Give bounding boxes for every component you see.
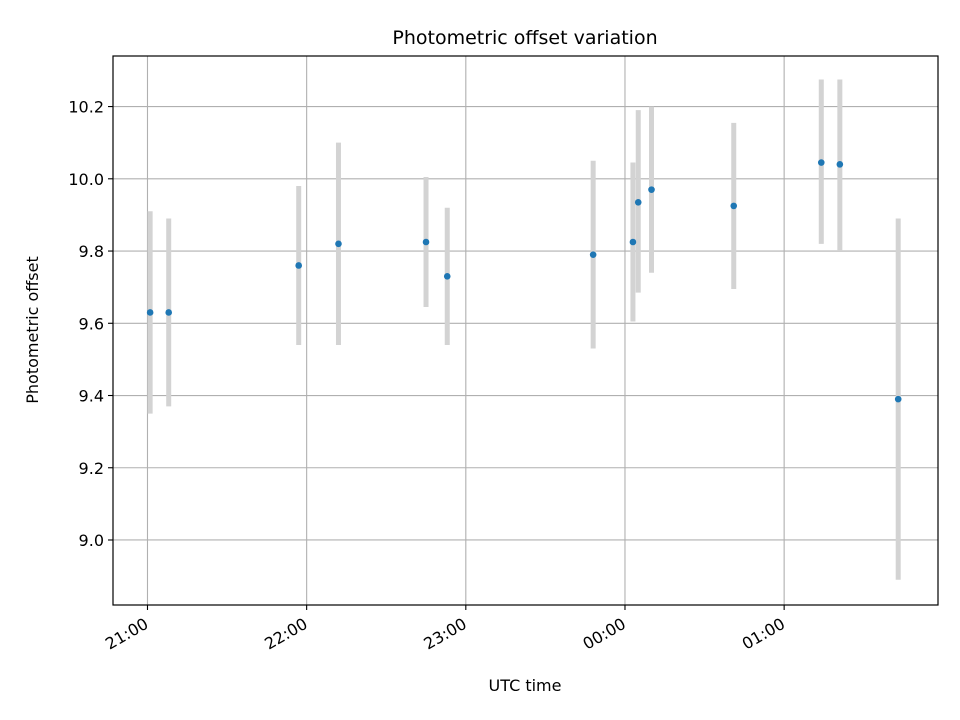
data-point: [634, 198, 642, 206]
data-point: [894, 395, 902, 403]
data-point: [443, 273, 451, 280]
data-point: [648, 186, 655, 193]
data-points: [146, 159, 902, 403]
data-point: [836, 161, 844, 168]
data-point: [335, 240, 342, 248]
y-tick-label: 9.8: [79, 242, 104, 261]
grid-lines: [113, 56, 938, 605]
y-tick-label: 9.0: [79, 531, 104, 550]
data-point: [165, 309, 173, 316]
data-point: [589, 251, 597, 258]
data-point: [730, 202, 738, 210]
data-point: [629, 238, 637, 246]
y-tick-label: 9.6: [79, 314, 104, 333]
data-point: [295, 262, 302, 269]
y-tick-label: 9.2: [79, 459, 104, 478]
plot-area: [113, 56, 938, 605]
y-tick-label: 9.4: [79, 387, 104, 406]
data-point: [817, 159, 825, 166]
y-tick-label: 10.0: [68, 170, 104, 189]
y-axis-label: Photometric offset: [23, 256, 42, 404]
x-axis-label: UTC time: [489, 676, 562, 695]
plot-frame: [112, 55, 939, 606]
y-tick-label: 10.2: [68, 98, 104, 117]
data-point: [422, 238, 430, 246]
y-axis-ticks: 9.0 9.2 9.4 9.6 9.8 10.0 10.2: [68, 98, 113, 550]
chart-title: Photometric offset variation: [392, 27, 657, 49]
data-point: [146, 309, 154, 316]
